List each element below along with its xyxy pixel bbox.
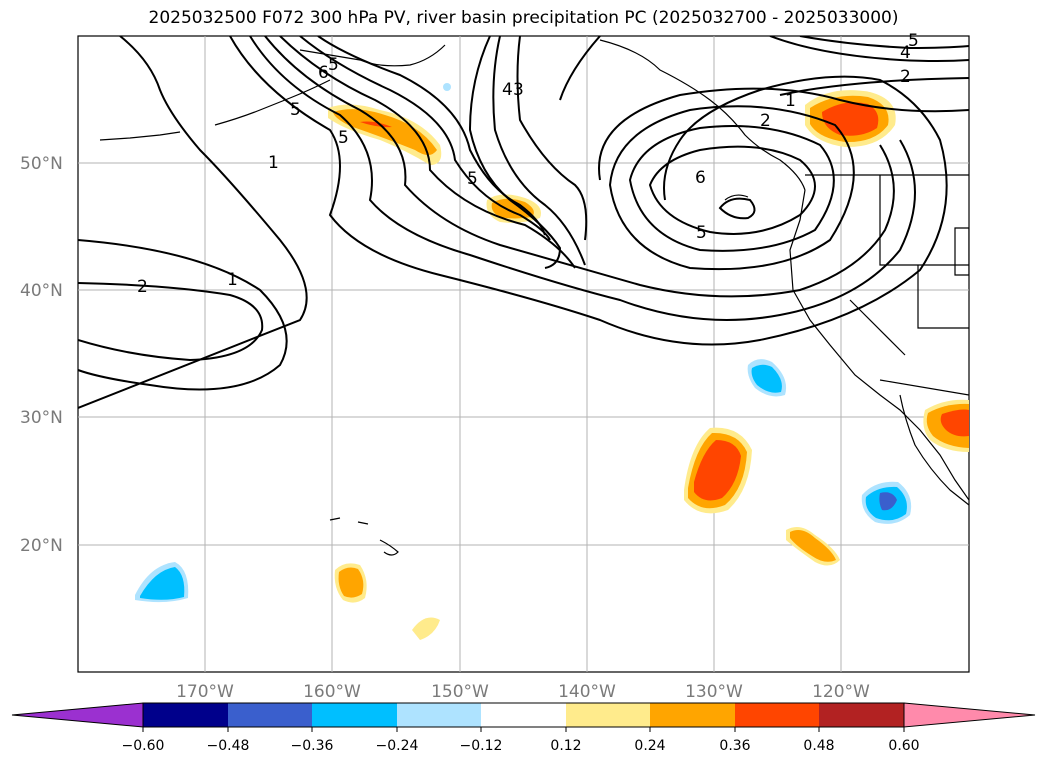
- map-title: 2025032500 F072 300 hPa PV, river basin …: [148, 8, 899, 28]
- contour-label: 4: [502, 80, 513, 100]
- coastlines: [99, 39, 969, 556]
- contour-label: 1: [227, 270, 238, 290]
- colorbar-tick-label: 0.60: [888, 738, 919, 754]
- colorbar-tick-label: −0.48: [207, 738, 250, 754]
- precip-shading: [135, 83, 969, 640]
- colorbar: −0.60 −0.48 −0.36 −0.24 −0.12 0.12 0.24 …: [11, 702, 1036, 754]
- contour-label: 5: [908, 31, 919, 51]
- lat-label-30n: 30°N: [20, 408, 63, 428]
- pv-contours: [78, 36, 969, 409]
- colorbar-tick-label: 0.12: [550, 738, 581, 754]
- contour-label: 5: [467, 169, 478, 189]
- lat-label-50n: 50°N: [20, 154, 63, 174]
- contour-label: 2: [900, 67, 911, 87]
- contour-label: 3: [513, 80, 524, 100]
- colorbar-tick-label: 0.24: [634, 738, 665, 754]
- contour-label: 2: [137, 277, 148, 297]
- colorbar-right-extension: [903, 702, 1036, 728]
- contour-label: 5: [696, 223, 707, 243]
- colorbar-tick-label: 0.36: [719, 738, 750, 754]
- contour-label: 5: [290, 100, 301, 120]
- colorbar-segment: [143, 703, 228, 727]
- colorbar-segment: [650, 703, 735, 727]
- colorbar-segment: [819, 703, 904, 727]
- latitude-labels: 50°N 40°N 30°N 20°N: [20, 154, 63, 556]
- lon-label-160w: 160°W: [303, 682, 361, 702]
- contour-label: 4: [900, 43, 911, 63]
- contour-label: 5: [328, 55, 339, 75]
- colorbar-segment: [397, 703, 481, 727]
- colorbar-tick-label: −0.36: [291, 738, 334, 754]
- lon-label-130w: 130°W: [685, 682, 743, 702]
- contour-label: 6: [695, 168, 706, 188]
- colorbar-segment: [735, 703, 819, 727]
- longitude-labels: 170°W 160°W 150°W 140°W 130°W 120°W: [176, 682, 870, 702]
- lat-label-40n: 40°N: [20, 281, 63, 301]
- colorbar-left-extension: [11, 702, 144, 728]
- colorbar-tick-label: −0.24: [376, 738, 419, 754]
- colorbar-tick-label: −0.12: [460, 738, 503, 754]
- colorbar-tick-label: 0.48: [803, 738, 834, 754]
- contour-label: 1: [268, 153, 279, 173]
- contour-label: 2: [760, 111, 771, 131]
- lat-label-20n: 20°N: [20, 536, 63, 556]
- map-frame: [77, 35, 970, 673]
- colorbar-segment: [312, 703, 397, 727]
- colorbar-segment: [481, 703, 566, 727]
- lon-label-120w: 120°W: [812, 682, 870, 702]
- lon-label-140w: 140°W: [558, 682, 616, 702]
- colorbar-tick-label: −0.60: [122, 738, 165, 754]
- contour-label: 6: [318, 63, 329, 83]
- lon-label-170w: 170°W: [176, 682, 234, 702]
- contour-labels: 6 5 5 1 2 1 5 4 3 2 1 6 5 2 4 5 5: [137, 31, 919, 297]
- contour-label: 5: [338, 128, 349, 148]
- colorbar-segment: [228, 703, 312, 727]
- colorbar-segment: [566, 703, 650, 727]
- contour-label: 1: [785, 91, 796, 111]
- lon-label-150w: 150°W: [431, 682, 489, 702]
